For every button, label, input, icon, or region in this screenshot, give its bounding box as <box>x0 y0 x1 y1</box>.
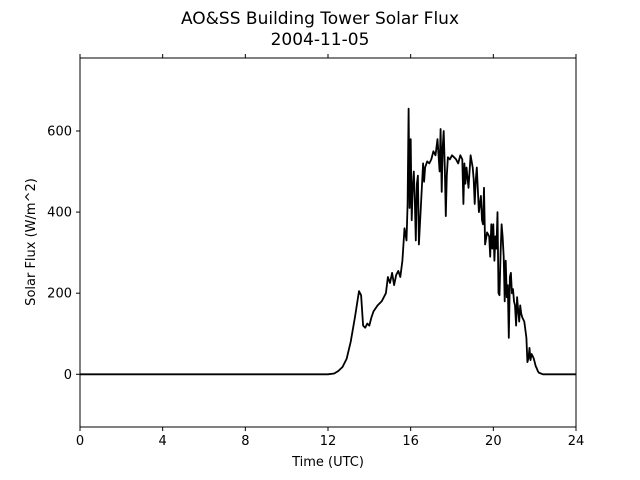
plot-lines <box>80 107 576 376</box>
x-tick-label: 20 <box>485 434 502 449</box>
y-axis-label: Solar Flux (W/m^2) <box>24 178 39 306</box>
chart-subtitle: 2004-11-05 <box>271 30 370 50</box>
y-tick-label: 0 <box>64 368 72 383</box>
x-tick-label: 16 <box>402 434 419 449</box>
solar-flux-line <box>80 107 576 376</box>
x-tick-label: 8 <box>241 434 249 449</box>
y-tick-label: 200 <box>47 287 72 302</box>
chart-title: AO&SS Building Tower Solar Flux <box>181 9 459 29</box>
plot-frame <box>79 57 577 428</box>
x-tick-label: 24 <box>568 434 585 449</box>
x-tick-label: 12 <box>320 434 337 449</box>
y-tick-label: 400 <box>47 206 72 221</box>
x-axis-label: Time (UTC) <box>291 455 364 470</box>
x-tick-label: 4 <box>159 434 167 449</box>
x-tick-label: 0 <box>76 434 84 449</box>
axis-ticks: 0 4 8 12 16 20 24 0 200 400 600 <box>47 54 584 449</box>
y-tick-label: 600 <box>47 124 72 139</box>
